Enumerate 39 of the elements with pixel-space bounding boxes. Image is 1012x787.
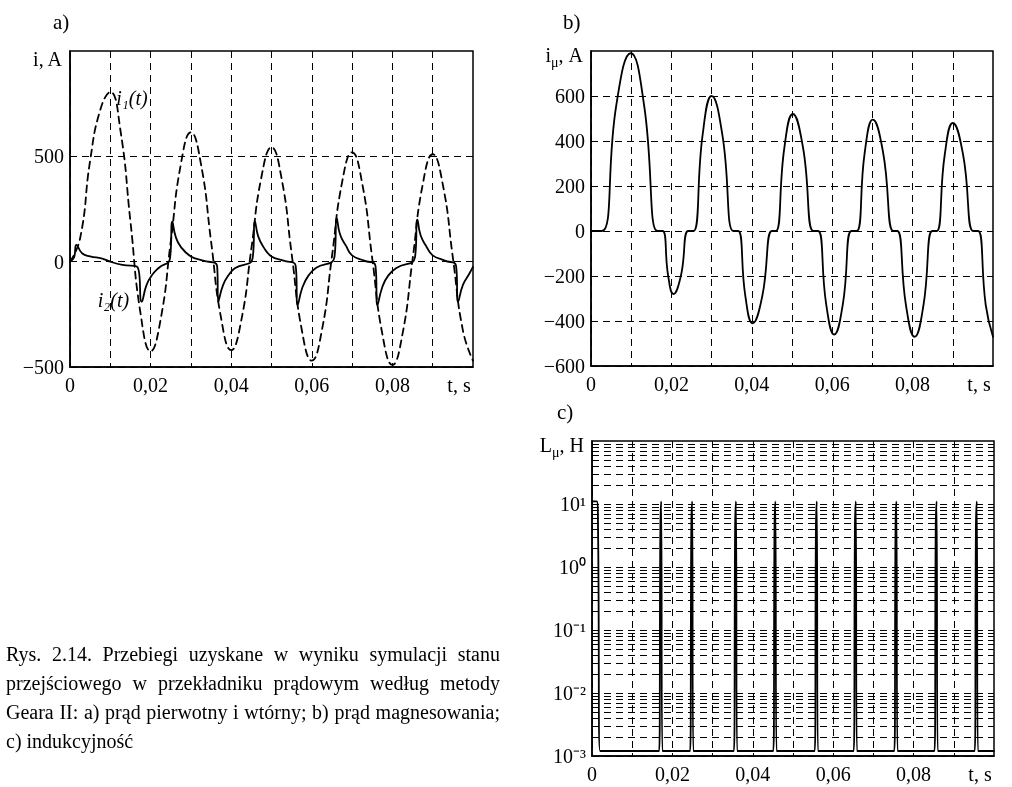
y-tick-label: 400 bbox=[555, 130, 585, 152]
x-tick-label: 0,04 bbox=[735, 763, 771, 785]
x-tick-label: 0,02 bbox=[653, 373, 689, 395]
series-label: i₁(t) bbox=[116, 87, 149, 111]
y-tick-label: 500 bbox=[34, 145, 64, 168]
y-tick-label: 10⁻³ bbox=[553, 745, 586, 767]
x-tick-label: 0,08 bbox=[896, 763, 932, 785]
y-axis-title: i, A bbox=[33, 48, 62, 70]
y-axis-title: L$_{μ}$, H bbox=[539, 434, 584, 462]
y-tick-label: −600 bbox=[543, 355, 585, 377]
chart-title: b) bbox=[563, 9, 581, 34]
y-tick-label: −400 bbox=[543, 310, 585, 332]
x-tick-label: 0,04 bbox=[213, 374, 249, 396]
y-tick-label: 0 bbox=[54, 250, 64, 273]
x-tick-label: 0,02 bbox=[133, 374, 169, 396]
y-tick-label: 10¹ bbox=[560, 493, 586, 515]
y-tick-label: 10⁻² bbox=[553, 682, 586, 704]
y-axis-title: i$_{μ}$, A bbox=[545, 44, 583, 72]
x-tick-label: 0,04 bbox=[734, 373, 770, 395]
x-tick-label: 0,06 bbox=[815, 763, 851, 785]
text: Rys. 2.14. Przebiegi uzyskane w wyniku symulacji stanu przejściowego w przekładniku prądowym według metody Geara II: a) prąd pierwotny i wtórny; b) prąd magnesowania; c) indukcyjność bbox=[6, 642, 500, 755]
x-axis-title: t, s bbox=[968, 763, 992, 785]
x-axis-title: t, s bbox=[967, 373, 991, 395]
y-tick-label: 200 bbox=[555, 175, 585, 197]
y-tick-label: 10⁰ bbox=[559, 556, 586, 578]
y-tick-label: 600 bbox=[555, 85, 585, 107]
y-tick-label: −200 bbox=[543, 265, 585, 287]
x-tick-label: 0,06 bbox=[814, 373, 850, 395]
x-tick-label: 0,08 bbox=[895, 373, 931, 395]
y-tick-label: 10⁻¹ bbox=[553, 619, 586, 641]
chart-title: a) bbox=[53, 9, 70, 34]
chart-title: c) bbox=[557, 399, 574, 424]
y-tick-label: 0 bbox=[575, 220, 585, 242]
x-tick-label: 0,08 bbox=[374, 374, 410, 396]
y-tick-label: −500 bbox=[22, 356, 64, 378]
series-label: i₂(t) bbox=[97, 288, 130, 312]
x-tick-label: 0,02 bbox=[654, 763, 690, 785]
x-tick-label: 0,06 bbox=[294, 374, 330, 396]
x-axis-title: t, s bbox=[447, 374, 471, 396]
